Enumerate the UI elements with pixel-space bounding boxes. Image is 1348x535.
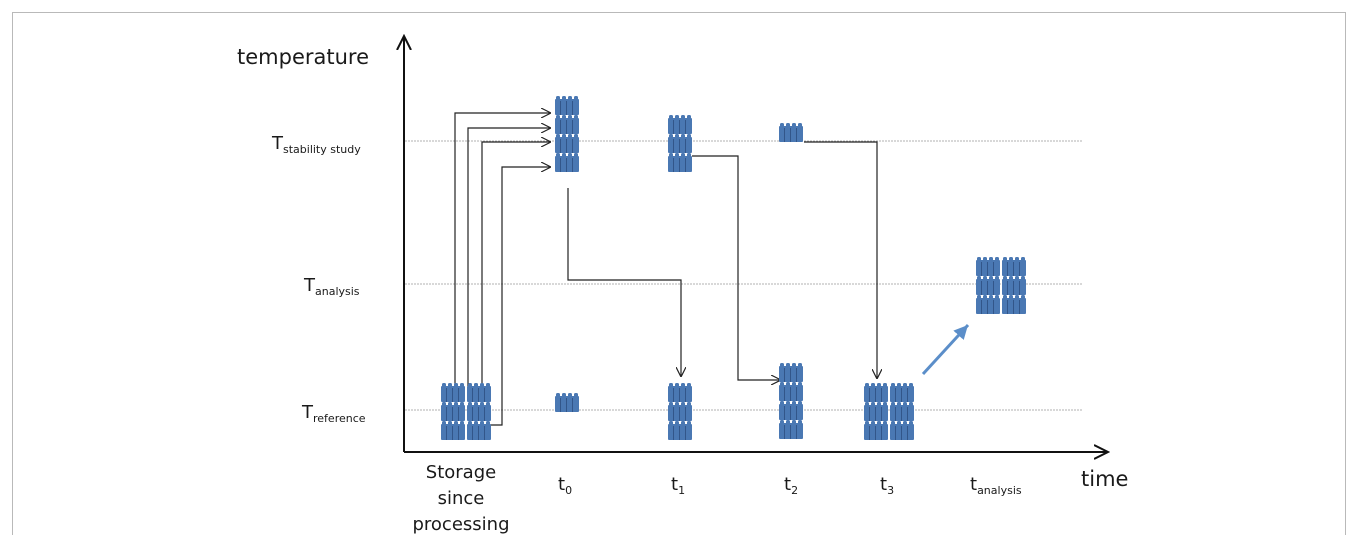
level-label-stability: Tstability study bbox=[271, 133, 361, 156]
storage-line-2: since bbox=[438, 488, 485, 509]
storage-line-1: Storage bbox=[426, 462, 496, 483]
arrow-t2-to-t3-reference bbox=[804, 141, 877, 378]
vial-group-storage bbox=[441, 383, 491, 440]
time-label-t0: t0 bbox=[558, 474, 572, 497]
vial-group-t2-stability bbox=[779, 123, 803, 142]
level-gridlines bbox=[405, 140, 1083, 411]
figure-frame bbox=[12, 12, 1346, 535]
vial-groups bbox=[441, 96, 1026, 440]
y-axis-label: temperature bbox=[237, 45, 369, 69]
vial-group-t3-reference bbox=[864, 383, 914, 440]
vial-group-t0-stability bbox=[555, 96, 579, 172]
time-label-t3: t3 bbox=[880, 474, 894, 497]
arrow-storage-to-t0-row1 bbox=[454, 113, 550, 400]
arrow-storage-to-t0-row2 bbox=[467, 128, 550, 400]
arrow-t0-to-t1-reference bbox=[567, 188, 681, 376]
time-label-tanalysis: tanalysis bbox=[970, 474, 1022, 497]
time-label-t1: t1 bbox=[671, 474, 685, 497]
flow-arrows bbox=[454, 113, 877, 426]
arrow-t1-to-t2-reference bbox=[692, 155, 780, 380]
vial-group-t1-reference bbox=[668, 383, 692, 440]
vial-group-t0-reference bbox=[555, 393, 579, 412]
x-axis-label: time bbox=[1081, 467, 1128, 491]
level-label-reference: Treference bbox=[301, 402, 366, 425]
arrow-storage-to-t0-row4 bbox=[490, 167, 550, 426]
arrow-storage-to-t0-row3 bbox=[481, 142, 550, 395]
time-label-t2: t2 bbox=[784, 474, 798, 497]
arrow-t3-to-analysis bbox=[921, 323, 970, 376]
vial-group-t2-reference bbox=[779, 363, 803, 439]
storage-line-3: processing bbox=[412, 514, 509, 535]
vial-group-analysis-group bbox=[976, 257, 1026, 314]
vial-group-t1-stability bbox=[668, 115, 692, 172]
level-label-analysis: Tanalysis bbox=[303, 275, 360, 298]
time-label-storage: Storage since processing bbox=[412, 462, 509, 535]
